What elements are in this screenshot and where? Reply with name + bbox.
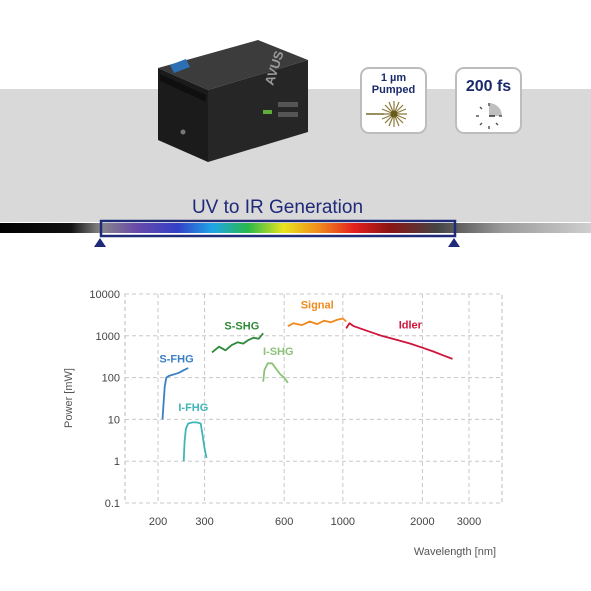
y-tick-label: 100 xyxy=(102,373,120,385)
x-tick-label: 200 xyxy=(149,516,167,528)
y-tick-label: 1 xyxy=(114,456,120,468)
range-bracket xyxy=(94,219,460,247)
series-line-s-fhg xyxy=(161,367,189,420)
logo-icon xyxy=(170,59,190,73)
series-line-s-shg xyxy=(211,332,264,354)
plot-frame xyxy=(124,293,503,504)
laser-burst-icon xyxy=(366,101,407,127)
range-start-marker xyxy=(94,238,106,247)
series-line-i-fhg xyxy=(182,421,208,462)
y-tick-label: 0.1 xyxy=(105,498,120,510)
x-tick-label: 1000 xyxy=(331,516,355,528)
x-tick-label: 600 xyxy=(275,516,293,528)
pump-line1: 1 µm xyxy=(380,72,407,84)
series-label-s-fhg: S-FHG xyxy=(159,353,193,365)
y-axis-label: Power [mW] xyxy=(63,368,75,428)
pump-line2: Pumped xyxy=(371,84,416,96)
x-tick-label: 3000 xyxy=(457,516,481,528)
pulse-badge: 200 fs xyxy=(455,67,522,134)
series-label-idler: Idler xyxy=(399,319,423,331)
avus-device-image: AVUS xyxy=(158,40,308,162)
range-end-marker xyxy=(448,238,460,247)
series-label-signal: Signal xyxy=(301,299,334,311)
pulse-label: 200 fs xyxy=(465,78,512,95)
generation-title: UV to IR Generation xyxy=(191,197,364,218)
spectrum-bar xyxy=(0,223,591,233)
x-tick-label: 300 xyxy=(195,516,213,528)
y-tick-label: 1000 xyxy=(96,331,120,343)
pumped-badge: 1 µm Pumped xyxy=(360,67,427,134)
stopwatch-icon xyxy=(476,103,502,129)
series-label-i-shg: I-SHG xyxy=(263,346,294,358)
y-tick-label: 10 xyxy=(108,414,120,426)
series-label-i-fhg: I-FHG xyxy=(178,402,208,414)
power-chart: 0.1 1 10 100 1000 10000 200 300 600 1000 2000 3000… xyxy=(63,289,503,558)
y-tick-label: 10000 xyxy=(89,289,120,301)
series-label-s-shg: S-SHG xyxy=(224,321,259,333)
series-line-signal xyxy=(287,317,347,327)
series-line-idler xyxy=(345,322,453,360)
x-tick-label: 2000 xyxy=(410,516,434,528)
series-line-i-shg xyxy=(262,362,289,384)
x-axis-label: Wavelength [nm] xyxy=(414,546,496,558)
